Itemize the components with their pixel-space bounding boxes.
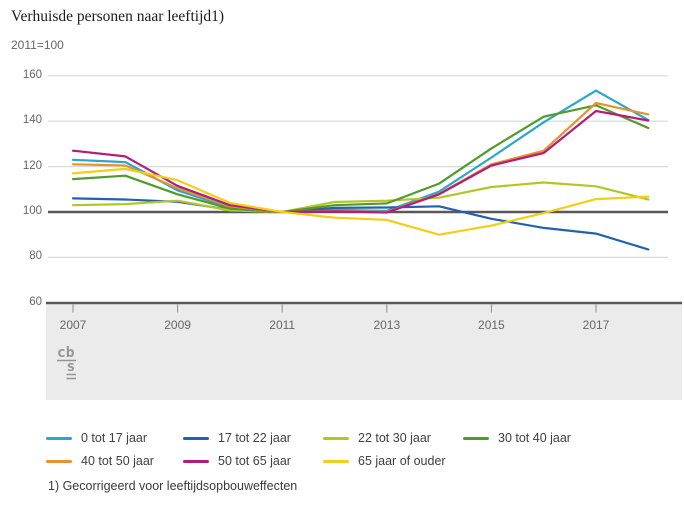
- cbs-logo-icon: cb s: [57, 345, 76, 380]
- x-axis-label: 2015: [478, 318, 505, 332]
- legend-label: 65 jaar of ouder: [358, 454, 446, 468]
- series-line-65-jaar-of-ouder: [71, 167, 650, 236]
- series-line-50-tot-65-jaar: [71, 109, 650, 214]
- legend-label: 50 tot 65 jaar: [218, 454, 291, 468]
- y-axis-label: 100: [22, 205, 42, 217]
- legend-label: 0 tot 17 jaar: [81, 431, 148, 445]
- legend-item-30-tot-40-jaar[interactable]: 30 tot 40 jaar: [463, 430, 571, 446]
- series-line-30-tot-40-jaar: [71, 104, 650, 214]
- series-line-22-tot-30-jaar: [71, 181, 650, 214]
- footnote: 1) Gecorrigeerd voor leeftijdsopbouweffe…: [48, 479, 298, 493]
- x-axis-label: 2009: [164, 318, 191, 332]
- y-axis-label: 60: [29, 295, 42, 308]
- legend-swatch: [183, 436, 209, 440]
- series-line-0-tot-17-jaar: [71, 89, 650, 214]
- legend-label: 30 tot 40 jaar: [498, 431, 571, 445]
- legend-item-22-tot-30-jaar[interactable]: 22 tot 30 jaar: [323, 430, 431, 446]
- x-axis-label: 2007: [59, 318, 87, 332]
- cbs-logo-text-s: s: [67, 359, 76, 375]
- y-axis-label: 160: [22, 68, 42, 81]
- chart-unit-label: 2011=100: [11, 38, 64, 52]
- x-axis-label: 2011: [269, 318, 296, 332]
- y-axis-label: 120: [22, 159, 42, 172]
- legend-label: 17 tot 22 jaar: [218, 431, 291, 445]
- legend-item-17-tot-22-jaar[interactable]: 17 tot 22 jaar: [183, 430, 291, 446]
- series-line-17-tot-22-jaar: [71, 197, 650, 251]
- cbs-logo-text-cb: cb: [57, 345, 75, 361]
- x-axis-label: 2013: [373, 318, 401, 332]
- legend-item-65-jaar-of-ouder[interactable]: 65 jaar of ouder: [323, 453, 446, 469]
- legend-swatch: [46, 459, 72, 463]
- y-axis-label: 140: [22, 114, 42, 127]
- legend-label: 40 tot 50 jaar: [81, 454, 154, 468]
- y-axis-label: 80: [29, 250, 42, 263]
- x-axis-band: [46, 303, 682, 400]
- page-title: Verhuisde personen naar leeftijd1): [11, 8, 225, 25]
- legend-swatch: [463, 436, 489, 440]
- series-line-40-tot-50-jaar: [71, 101, 650, 214]
- legend-item-40-tot-50-jaar[interactable]: 40 tot 50 jaar: [46, 453, 154, 469]
- x-axis-label: 2017: [582, 318, 610, 332]
- legend-swatch: [323, 436, 349, 440]
- legend-item-50-tot-65-jaar[interactable]: 50 tot 65 jaar: [183, 453, 291, 469]
- legend-item-0-tot-17-jaar[interactable]: 0 tot 17 jaar: [46, 430, 147, 446]
- legend-swatch: [46, 436, 72, 440]
- legend-swatch: [323, 459, 349, 463]
- legend-swatch: [183, 459, 209, 463]
- legend-label: 22 tot 30 jaar: [358, 431, 431, 445]
